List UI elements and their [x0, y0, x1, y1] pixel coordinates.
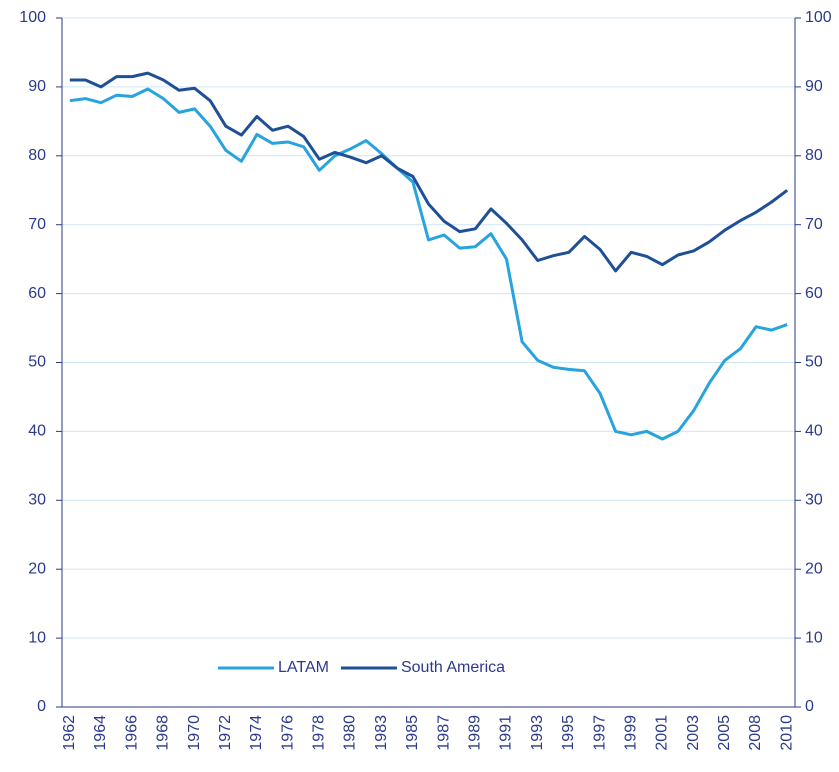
y2-tick-label: 60: [805, 285, 823, 302]
x-tick-label: 1970: [186, 715, 203, 751]
x-tick-label: 1999: [622, 715, 639, 751]
x-tick-label: 2008: [747, 715, 764, 751]
line-series: [69, 71, 789, 273]
x-tick-label: 1989: [467, 715, 484, 751]
x-tick-label: 1983: [373, 715, 390, 751]
y-tick-label: 30: [28, 492, 46, 509]
y2-tick-label: 0: [805, 698, 814, 715]
x-tick-label: 1980: [342, 715, 359, 751]
y-tick-label: 50: [28, 354, 46, 371]
x-tick-label: 1974: [248, 715, 265, 751]
x-tick-label: 1976: [279, 715, 296, 751]
x-tick-label: 2005: [716, 715, 733, 751]
x-tick-label: 1966: [123, 715, 140, 751]
x-tick-label: 1964: [92, 715, 109, 751]
y2-tick-label: 30: [805, 492, 823, 509]
line-series: [69, 87, 788, 441]
x-tick-label: 1978: [311, 715, 328, 751]
y-tick-label: 60: [28, 285, 46, 302]
x-tick-label: 1972: [217, 715, 234, 751]
x-tick-label: 2001: [654, 715, 671, 751]
y2-tick-label: 20: [805, 560, 823, 577]
y2-tick-label: 100: [805, 9, 832, 26]
y2-tick-label: 90: [805, 78, 823, 95]
y-tick-label: 10: [28, 629, 46, 646]
y2-tick-label: 50: [805, 354, 823, 371]
legend-label: South America: [401, 659, 505, 676]
x-tick-label: 1985: [404, 715, 421, 751]
y-tick-label: 80: [28, 147, 46, 164]
y-tick-label: 20: [28, 560, 46, 577]
x-tick-label: 1962: [61, 715, 78, 751]
y-tick-label: 90: [28, 78, 46, 95]
x-tick-label: 1995: [560, 715, 577, 751]
y-tick-label: 0: [37, 698, 46, 715]
y2-tick-label: 70: [805, 216, 823, 233]
y-tick-label: 40: [28, 423, 46, 440]
x-tick-label: 1987: [435, 715, 452, 751]
legend-label: LATAM: [278, 659, 329, 676]
x-tick-label: 2010: [778, 715, 795, 751]
x-tick-label: 1991: [498, 715, 515, 751]
y2-tick-label: 80: [805, 147, 823, 164]
x-tick-label: 1993: [529, 715, 546, 751]
x-tick-label: 2003: [685, 715, 702, 751]
y2-tick-label: 10: [805, 629, 823, 646]
x-tick-label: 1997: [591, 715, 608, 751]
y-tick-label: 100: [19, 9, 46, 26]
y-tick-label: 70: [28, 216, 46, 233]
y2-tick-label: 40: [805, 423, 823, 440]
x-tick-label: 1968: [155, 715, 172, 751]
